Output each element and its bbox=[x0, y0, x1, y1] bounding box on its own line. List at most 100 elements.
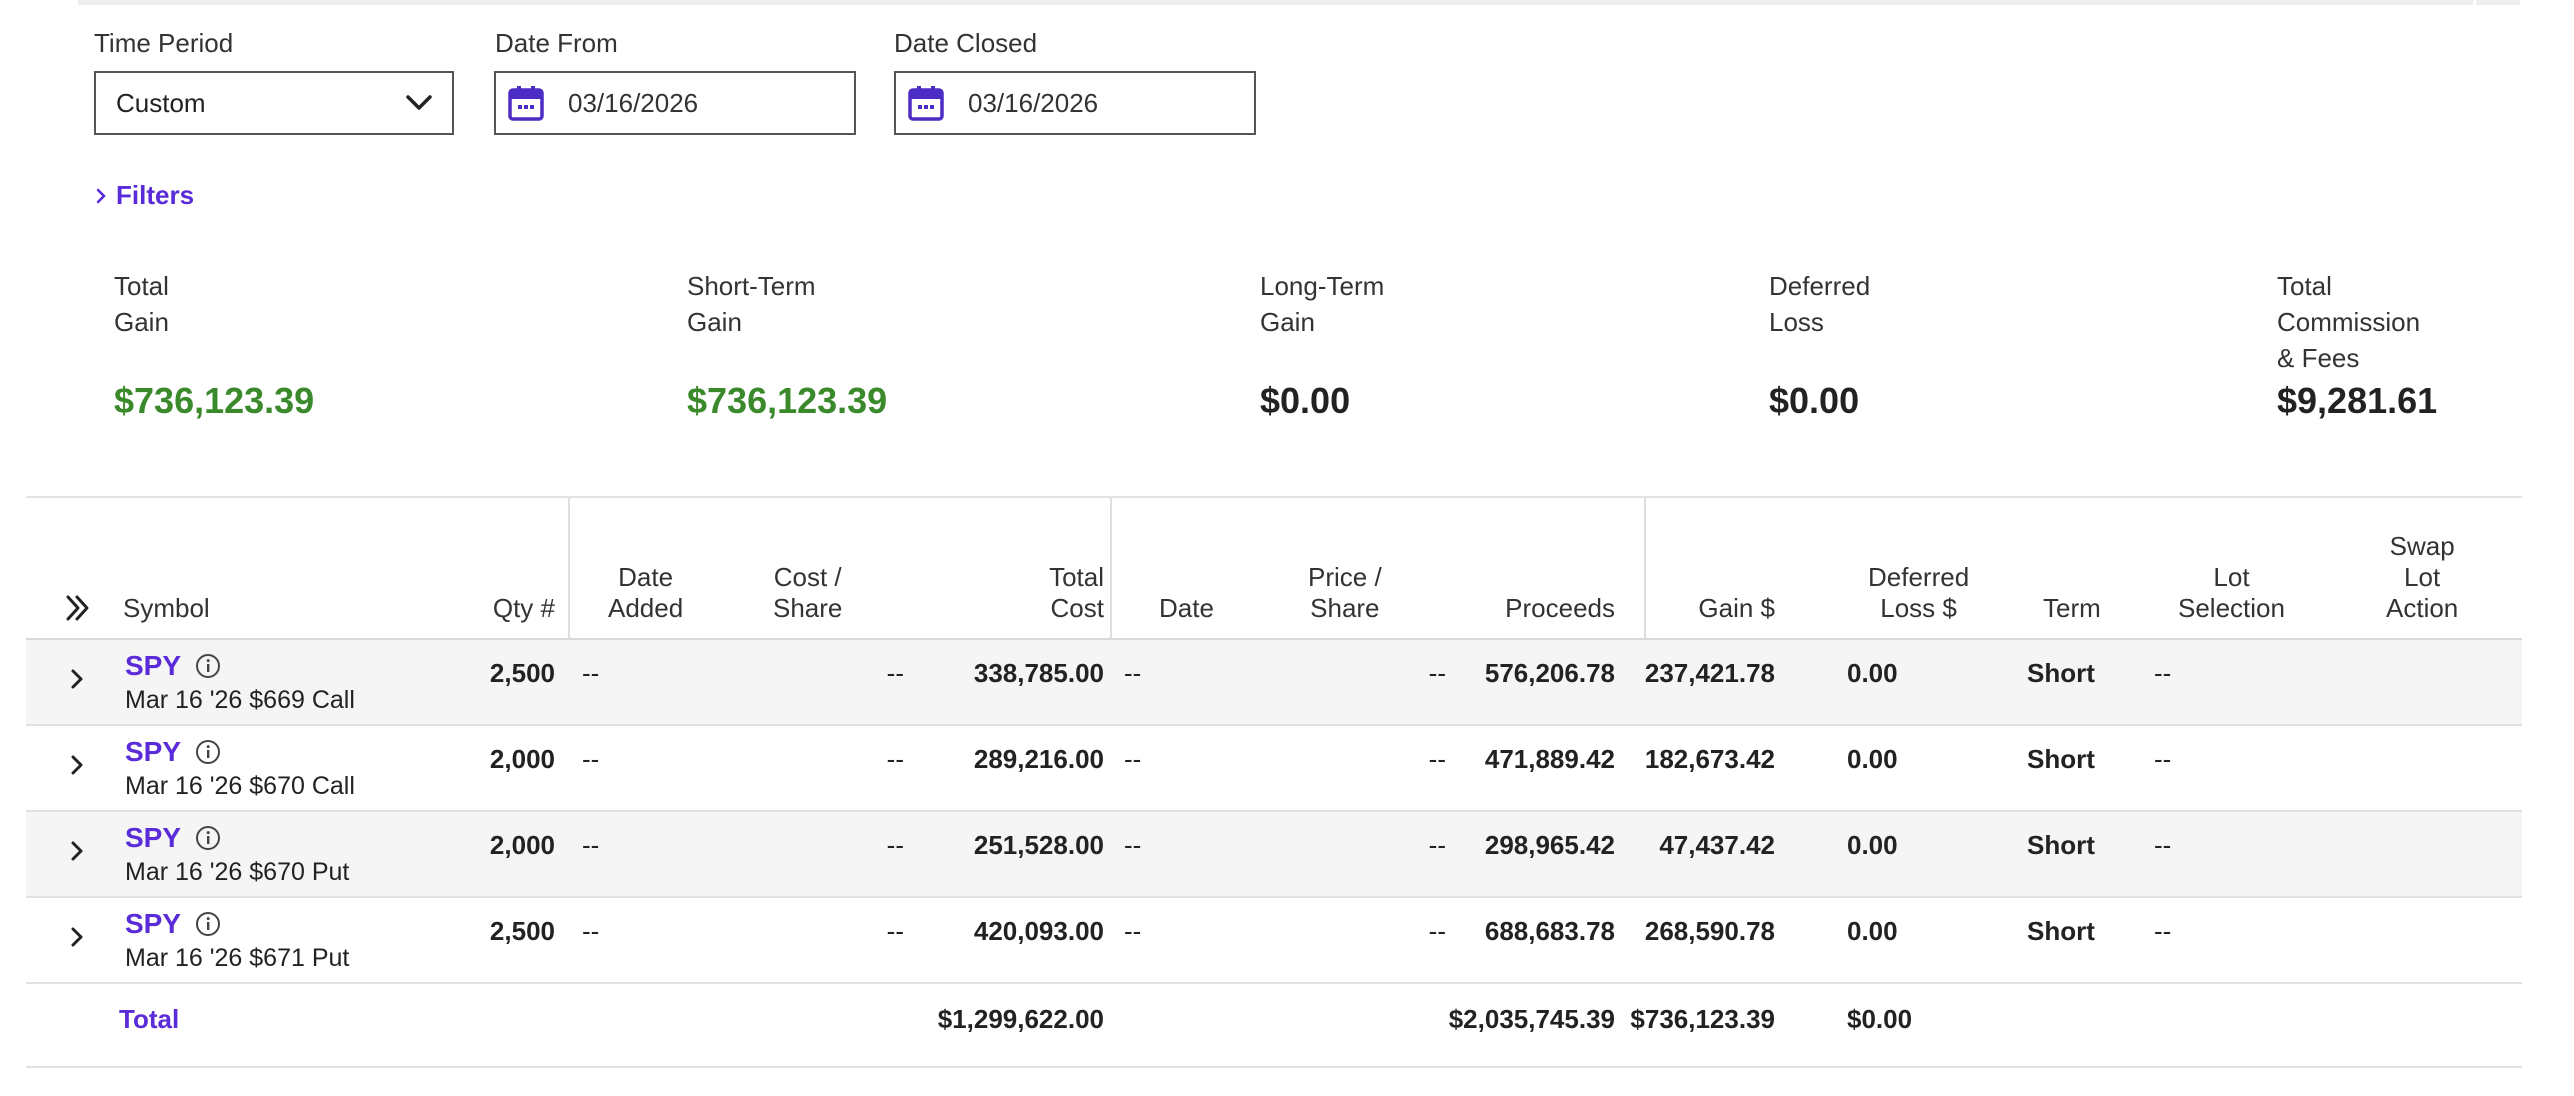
symbol-link[interactable]: SPY bbox=[125, 908, 221, 940]
column-divider bbox=[1110, 498, 1112, 638]
cell-term: Short bbox=[2027, 744, 2095, 774]
date-closed-value: 03/16/2026 bbox=[968, 87, 1099, 118]
cell-cost-share: -- bbox=[886, 830, 904, 860]
total-deferred-loss: $0.00 bbox=[1847, 1004, 1913, 1034]
cell-date: -- bbox=[1124, 830, 1142, 860]
cell-date-added: -- bbox=[582, 830, 600, 860]
table-row: SPY Mar 16 '26 $670 Call 2,000 -- -- 289… bbox=[26, 726, 2522, 812]
column-divider bbox=[568, 498, 570, 638]
cell-cost-share: -- bbox=[886, 658, 904, 688]
header-proceeds[interactable]: Proceeds bbox=[1505, 593, 1615, 623]
symbol-link[interactable]: SPY bbox=[125, 822, 221, 854]
cell-date-added: -- bbox=[582, 658, 600, 688]
cell-deferred-loss: 0.00 bbox=[1847, 916, 1898, 946]
table-row: SPY Mar 16 '26 $671 Put 2,500 -- -- 420,… bbox=[26, 898, 2522, 984]
summary-label-long-term-gain: Long-Term Gain bbox=[1260, 271, 1385, 337]
cell-lot-selection: -- bbox=[2154, 830, 2172, 860]
chevron-right-icon[interactable] bbox=[70, 668, 84, 690]
symbol-text[interactable]: SPY bbox=[125, 650, 182, 681]
date-from-input[interactable]: 03/16/2026 bbox=[494, 71, 856, 135]
cell-term: Short bbox=[2027, 830, 2095, 860]
symbol-link[interactable]: SPY bbox=[125, 736, 221, 768]
date-from-value: 03/16/2026 bbox=[568, 87, 699, 118]
header-swap-lot-action: Swap Lot Action bbox=[2386, 531, 2459, 623]
top-divider-right bbox=[2476, 0, 2520, 5]
summary-label-total-gain: Total Gain bbox=[114, 271, 169, 337]
header-deferred-loss[interactable]: Deferred Loss $ bbox=[1868, 562, 1970, 623]
option-description: Mar 16 '26 $671 Put bbox=[125, 944, 350, 972]
time-period-select[interactable]: Custom bbox=[94, 71, 454, 135]
chevron-down-icon bbox=[406, 95, 432, 110]
cell-cost-share: -- bbox=[886, 916, 904, 946]
info-icon[interactable] bbox=[195, 911, 221, 937]
cell-price-share: -- bbox=[1428, 830, 1446, 860]
calendar-icon[interactable] bbox=[508, 85, 544, 121]
cell-deferred-loss: 0.00 bbox=[1847, 658, 1898, 688]
header-qty[interactable]: Qty # bbox=[492, 593, 555, 623]
cell-date-added: -- bbox=[582, 744, 600, 774]
header-symbol[interactable]: Symbol bbox=[123, 593, 210, 623]
symbol-text[interactable]: SPY bbox=[125, 822, 182, 853]
option-description: Mar 16 '26 $670 Call bbox=[125, 772, 355, 800]
total-label: Total bbox=[119, 1004, 180, 1034]
info-icon[interactable] bbox=[195, 739, 221, 765]
cell-total-cost: 289,216.00 bbox=[973, 744, 1104, 774]
cell-lot-selection: -- bbox=[2154, 658, 2172, 688]
symbol-text[interactable]: SPY bbox=[125, 736, 182, 767]
cell-total-cost: 420,093.00 bbox=[973, 916, 1104, 946]
cell-cost-share: -- bbox=[886, 744, 904, 774]
table-row: SPY Mar 16 '26 $669 Call 2,500 -- -- 338… bbox=[26, 640, 2522, 726]
total-total-cost: $1,299,622.00 bbox=[937, 1004, 1104, 1034]
time-period-label: Time Period bbox=[94, 28, 234, 58]
cell-price-share: -- bbox=[1428, 916, 1446, 946]
filters-toggle[interactable]: Filters bbox=[96, 180, 194, 211]
double-chevron-right-icon[interactable] bbox=[64, 594, 92, 622]
summary-label-commission-fees: Total Commission & Fees bbox=[2277, 271, 2421, 373]
chevron-right-icon[interactable] bbox=[70, 840, 84, 862]
header-date[interactable]: Date bbox=[1159, 593, 1214, 623]
cell-gain: 47,437.42 bbox=[1659, 830, 1775, 860]
cell-qty: 2,500 bbox=[489, 916, 555, 946]
cell-qty: 2,500 bbox=[489, 658, 555, 688]
cell-total-cost: 251,528.00 bbox=[973, 830, 1104, 860]
chevron-right-icon[interactable] bbox=[70, 754, 84, 776]
cell-date: -- bbox=[1124, 916, 1142, 946]
cell-lot-selection: -- bbox=[2154, 744, 2172, 774]
date-closed-label: Date Closed bbox=[894, 28, 1038, 58]
cell-total-cost: 338,785.00 bbox=[973, 658, 1104, 688]
date-from-label: Date From bbox=[495, 28, 618, 58]
cell-qty: 2,000 bbox=[489, 830, 555, 860]
info-icon[interactable] bbox=[195, 653, 221, 679]
cell-date: -- bbox=[1124, 658, 1142, 688]
cell-term: Short bbox=[2027, 916, 2095, 946]
header-term[interactable]: Term bbox=[2043, 593, 2101, 623]
header-price-share[interactable]: Price / Share bbox=[1308, 562, 1382, 623]
header-gain[interactable]: Gain $ bbox=[1698, 593, 1775, 623]
cell-gain: 237,421.78 bbox=[1644, 658, 1775, 688]
option-description: Mar 16 '26 $670 Put bbox=[125, 858, 350, 886]
summary-value-deferred-loss: $0.00 bbox=[1769, 380, 1860, 421]
header-total-cost[interactable]: Total Cost bbox=[1049, 562, 1104, 623]
calendar-icon[interactable] bbox=[908, 85, 944, 121]
header-cost-share[interactable]: Cost / Share bbox=[773, 562, 843, 623]
cell-proceeds: 471,889.42 bbox=[1484, 744, 1615, 774]
chevron-right-icon[interactable] bbox=[70, 926, 84, 948]
option-description: Mar 16 '26 $669 Call bbox=[125, 686, 355, 714]
chevron-right-icon bbox=[96, 188, 106, 203]
cell-deferred-loss: 0.00 bbox=[1847, 744, 1898, 774]
column-divider bbox=[1644, 498, 1646, 638]
header-date-added[interactable]: Date Added bbox=[608, 562, 684, 623]
gains-table: Symbol Qty # Date Added Cost / Share Tot… bbox=[26, 496, 2522, 1068]
summary-label-deferred-loss: Deferred Loss bbox=[1769, 271, 1871, 337]
symbol-text[interactable]: SPY bbox=[125, 908, 182, 939]
cell-deferred-loss: 0.00 bbox=[1847, 830, 1898, 860]
summary-value-long-term-gain: $0.00 bbox=[1260, 380, 1351, 421]
cell-term: Short bbox=[2027, 658, 2095, 688]
info-icon[interactable] bbox=[195, 825, 221, 851]
cell-price-share: -- bbox=[1428, 744, 1446, 774]
date-closed-input[interactable]: 03/16/2026 bbox=[894, 71, 1256, 135]
summary-value-total-gain: $736,123.39 bbox=[114, 380, 315, 421]
symbol-link[interactable]: SPY bbox=[125, 650, 221, 682]
summary-value-short-term-gain: $736,123.39 bbox=[687, 380, 888, 421]
cell-gain: 182,673.42 bbox=[1644, 744, 1775, 774]
